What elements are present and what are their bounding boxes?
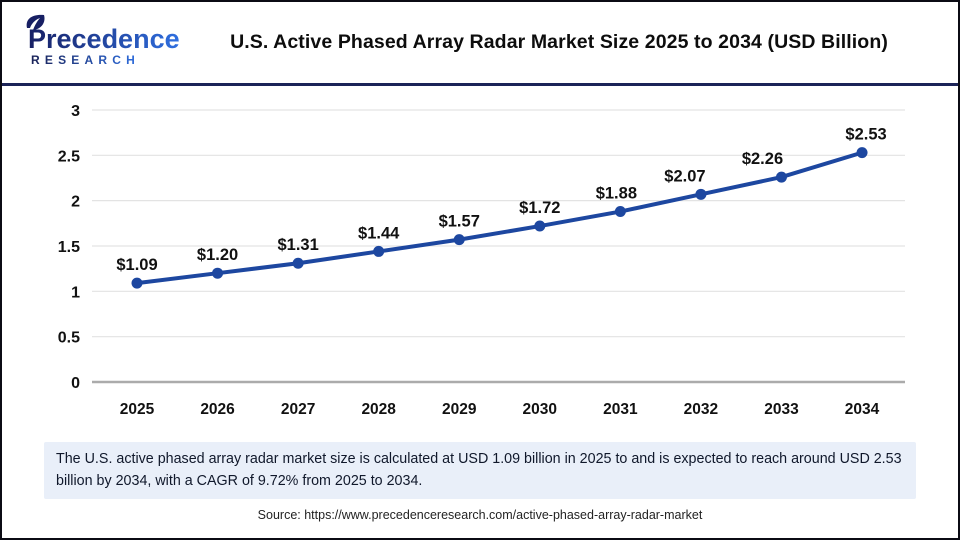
data-point bbox=[292, 257, 304, 269]
data-point-label: $1.09 bbox=[116, 256, 157, 274]
precedence-research-logo: Precedence RESEARCH bbox=[20, 12, 192, 73]
data-point bbox=[373, 245, 385, 257]
logo-graphic: Precedence RESEARCH bbox=[26, 14, 180, 67]
x-tick-label: 2033 bbox=[764, 401, 799, 418]
y-tick-label: 1 bbox=[71, 284, 80, 301]
y-tick-label: 2 bbox=[71, 194, 80, 211]
data-point-label: $1.57 bbox=[439, 213, 480, 231]
y-tick-label: 2.5 bbox=[58, 148, 80, 165]
market-size-line-chart: 0 0.5 1 1.5 2 2.5 3 $1.09 2025 $1.20 2026 $1.31 2027… bbox=[58, 103, 905, 418]
header: Precedence RESEARCH U.S. Active Phased A… bbox=[2, 2, 958, 86]
summary-box: The U.S. active phased array radar marke… bbox=[44, 442, 916, 500]
data-point-label: $1.88 bbox=[596, 185, 637, 203]
data-point-label: $1.20 bbox=[197, 246, 238, 264]
x-tick-label: 2030 bbox=[523, 401, 557, 418]
y-tick-label: 3 bbox=[71, 103, 80, 120]
chart-area: 0 0.5 1 1.5 2 2.5 3 $1.09 2025 $1.20 2026 $1.31 2027… bbox=[2, 86, 958, 442]
logo-research-text: RESEARCH bbox=[31, 53, 140, 67]
x-tick-label: 2034 bbox=[845, 401, 880, 418]
y-tick-label: 0.5 bbox=[58, 330, 80, 347]
x-tick-label: 2027 bbox=[281, 401, 315, 418]
series-line bbox=[135, 150, 865, 286]
data-point bbox=[534, 220, 546, 232]
data-point-label: $2.26 bbox=[742, 150, 783, 168]
y-tick-label: 1.5 bbox=[58, 239, 80, 256]
x-tick-label: 2028 bbox=[361, 401, 396, 418]
data-point-label: $2.07 bbox=[664, 167, 705, 185]
x-tick-label: 2031 bbox=[603, 401, 638, 418]
data-point bbox=[212, 267, 224, 279]
y-tick-label: 0 bbox=[71, 375, 80, 392]
data-point bbox=[614, 206, 626, 218]
data-point-label: $1.72 bbox=[519, 199, 560, 217]
x-tick-label: 2025 bbox=[120, 401, 155, 418]
leaf-icon bbox=[26, 14, 45, 30]
chart-title: U.S. Active Phased Array Radar Market Si… bbox=[230, 31, 888, 53]
source-line: Source: https://www.precedenceresearch.c… bbox=[257, 508, 703, 523]
data-point bbox=[695, 188, 707, 200]
x-tick-label: 2029 bbox=[442, 401, 477, 418]
data-point-label: $1.31 bbox=[277, 236, 318, 254]
data-point bbox=[453, 234, 465, 246]
logo-brand-text: Precedence bbox=[28, 24, 180, 54]
data-point-label: $1.44 bbox=[358, 224, 400, 242]
data-point bbox=[775, 171, 787, 183]
summary-text: The U.S. active phased array radar marke… bbox=[56, 451, 902, 489]
x-tick-label: 2032 bbox=[684, 401, 718, 418]
data-point bbox=[131, 277, 143, 289]
data-point bbox=[856, 147, 868, 159]
data-point-label: $2.53 bbox=[845, 126, 886, 144]
x-tick-label: 2026 bbox=[200, 401, 235, 418]
